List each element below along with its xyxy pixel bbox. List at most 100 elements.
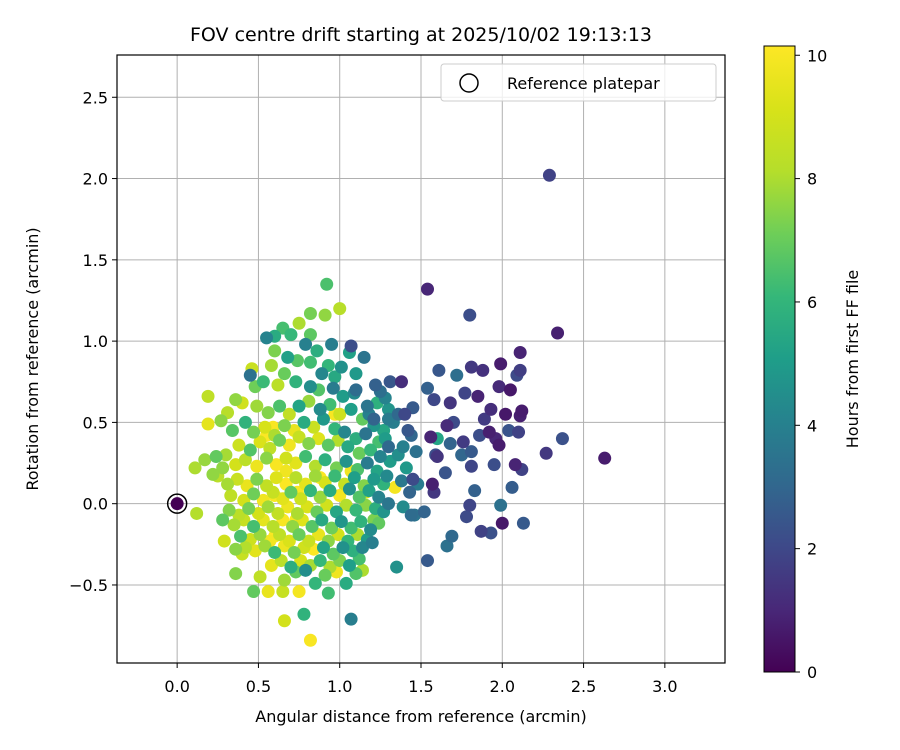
data-point xyxy=(303,355,317,369)
data-point xyxy=(381,497,395,511)
y-tick-label: 2.0 xyxy=(83,170,108,189)
data-point xyxy=(455,448,469,462)
data-point xyxy=(398,407,412,421)
data-point xyxy=(380,469,394,483)
data-point xyxy=(516,516,530,530)
data-point xyxy=(456,435,470,449)
data-point xyxy=(443,437,457,451)
data-point xyxy=(289,471,303,485)
data-point xyxy=(450,368,464,382)
data-point xyxy=(277,614,291,628)
data-point xyxy=(464,445,478,459)
data-point xyxy=(333,407,347,421)
data-point xyxy=(312,432,326,446)
data-point xyxy=(318,453,332,467)
data-point xyxy=(401,424,415,438)
x-tick-label: 1.5 xyxy=(408,677,433,696)
x-tick-label: 1.0 xyxy=(327,677,352,696)
data-point xyxy=(334,515,348,529)
data-point xyxy=(225,424,239,438)
data-point xyxy=(279,464,293,478)
data-point xyxy=(303,633,317,647)
data-point xyxy=(268,545,282,559)
data-point xyxy=(292,316,306,330)
data-point xyxy=(394,375,408,389)
data-point xyxy=(238,415,252,429)
data-point xyxy=(364,443,378,457)
data-point xyxy=(290,354,304,368)
data-point xyxy=(209,450,223,464)
data-point xyxy=(256,375,270,389)
colorbar-tick-label: 0 xyxy=(807,663,817,682)
data-point xyxy=(463,308,477,322)
colorbar-gradient xyxy=(763,45,796,673)
data-point xyxy=(217,534,231,548)
data-point xyxy=(347,471,361,485)
data-point xyxy=(360,399,374,413)
data-point xyxy=(271,378,285,392)
data-point xyxy=(299,563,313,577)
data-point xyxy=(281,350,295,364)
data-point xyxy=(359,427,373,441)
x-axis-ticks: 0.0 0.5 1.0 1.5 2.0 2.5 3.0 xyxy=(164,663,678,696)
data-point xyxy=(299,450,313,464)
data-point xyxy=(339,454,353,468)
data-point xyxy=(421,282,435,296)
data-point xyxy=(313,490,327,504)
data-point xyxy=(313,402,327,416)
data-point xyxy=(460,510,474,524)
data-point xyxy=(321,586,335,600)
data-point xyxy=(325,337,339,351)
data-point xyxy=(282,407,296,421)
colorbar-ticks: 0 2 4 6 8 10 xyxy=(795,46,827,682)
data-point xyxy=(476,363,490,377)
data-point xyxy=(258,420,272,434)
colorbar: 0 2 4 6 8 10 Hours from first FF file xyxy=(763,45,862,682)
data-point xyxy=(258,539,272,553)
colorbar-tick-label: 8 xyxy=(807,170,817,189)
data-point xyxy=(383,375,397,389)
data-point xyxy=(443,396,457,410)
data-point xyxy=(305,519,319,533)
data-point xyxy=(404,508,418,522)
data-point xyxy=(424,430,438,444)
y-tick-label: 2.5 xyxy=(83,88,108,107)
data-point xyxy=(238,453,252,467)
data-point xyxy=(341,440,355,454)
data-point xyxy=(328,469,342,483)
data-point xyxy=(328,422,342,436)
data-point xyxy=(494,498,508,512)
data-point xyxy=(432,363,446,377)
data-point xyxy=(368,378,382,392)
data-point xyxy=(349,367,363,381)
data-point xyxy=(222,503,236,517)
data-point xyxy=(243,368,257,382)
data-point xyxy=(344,612,358,626)
data-point xyxy=(438,466,452,480)
data-point xyxy=(421,554,435,568)
data-point xyxy=(321,438,335,452)
data-point xyxy=(381,402,395,416)
data-point xyxy=(471,389,485,403)
x-tick-label: 2.5 xyxy=(571,677,596,696)
data-point xyxy=(271,506,285,520)
data-point xyxy=(502,424,516,438)
data-point xyxy=(333,489,347,503)
y-tick-label: 0.5 xyxy=(83,413,108,432)
data-point xyxy=(349,432,363,446)
data-point xyxy=(440,419,454,433)
data-point xyxy=(260,331,274,345)
data-point xyxy=(551,326,565,340)
data-point xyxy=(253,570,267,584)
data-point xyxy=(492,380,506,394)
y-tick-label: 1.5 xyxy=(83,251,108,270)
data-point xyxy=(315,367,329,381)
data-point xyxy=(289,456,303,470)
data-point xyxy=(290,506,304,520)
data-point xyxy=(214,414,228,428)
data-point xyxy=(339,498,353,512)
data-point xyxy=(323,484,337,498)
data-point xyxy=(276,584,290,598)
y-tick-label: 1.0 xyxy=(83,332,108,351)
data-point xyxy=(198,453,212,467)
